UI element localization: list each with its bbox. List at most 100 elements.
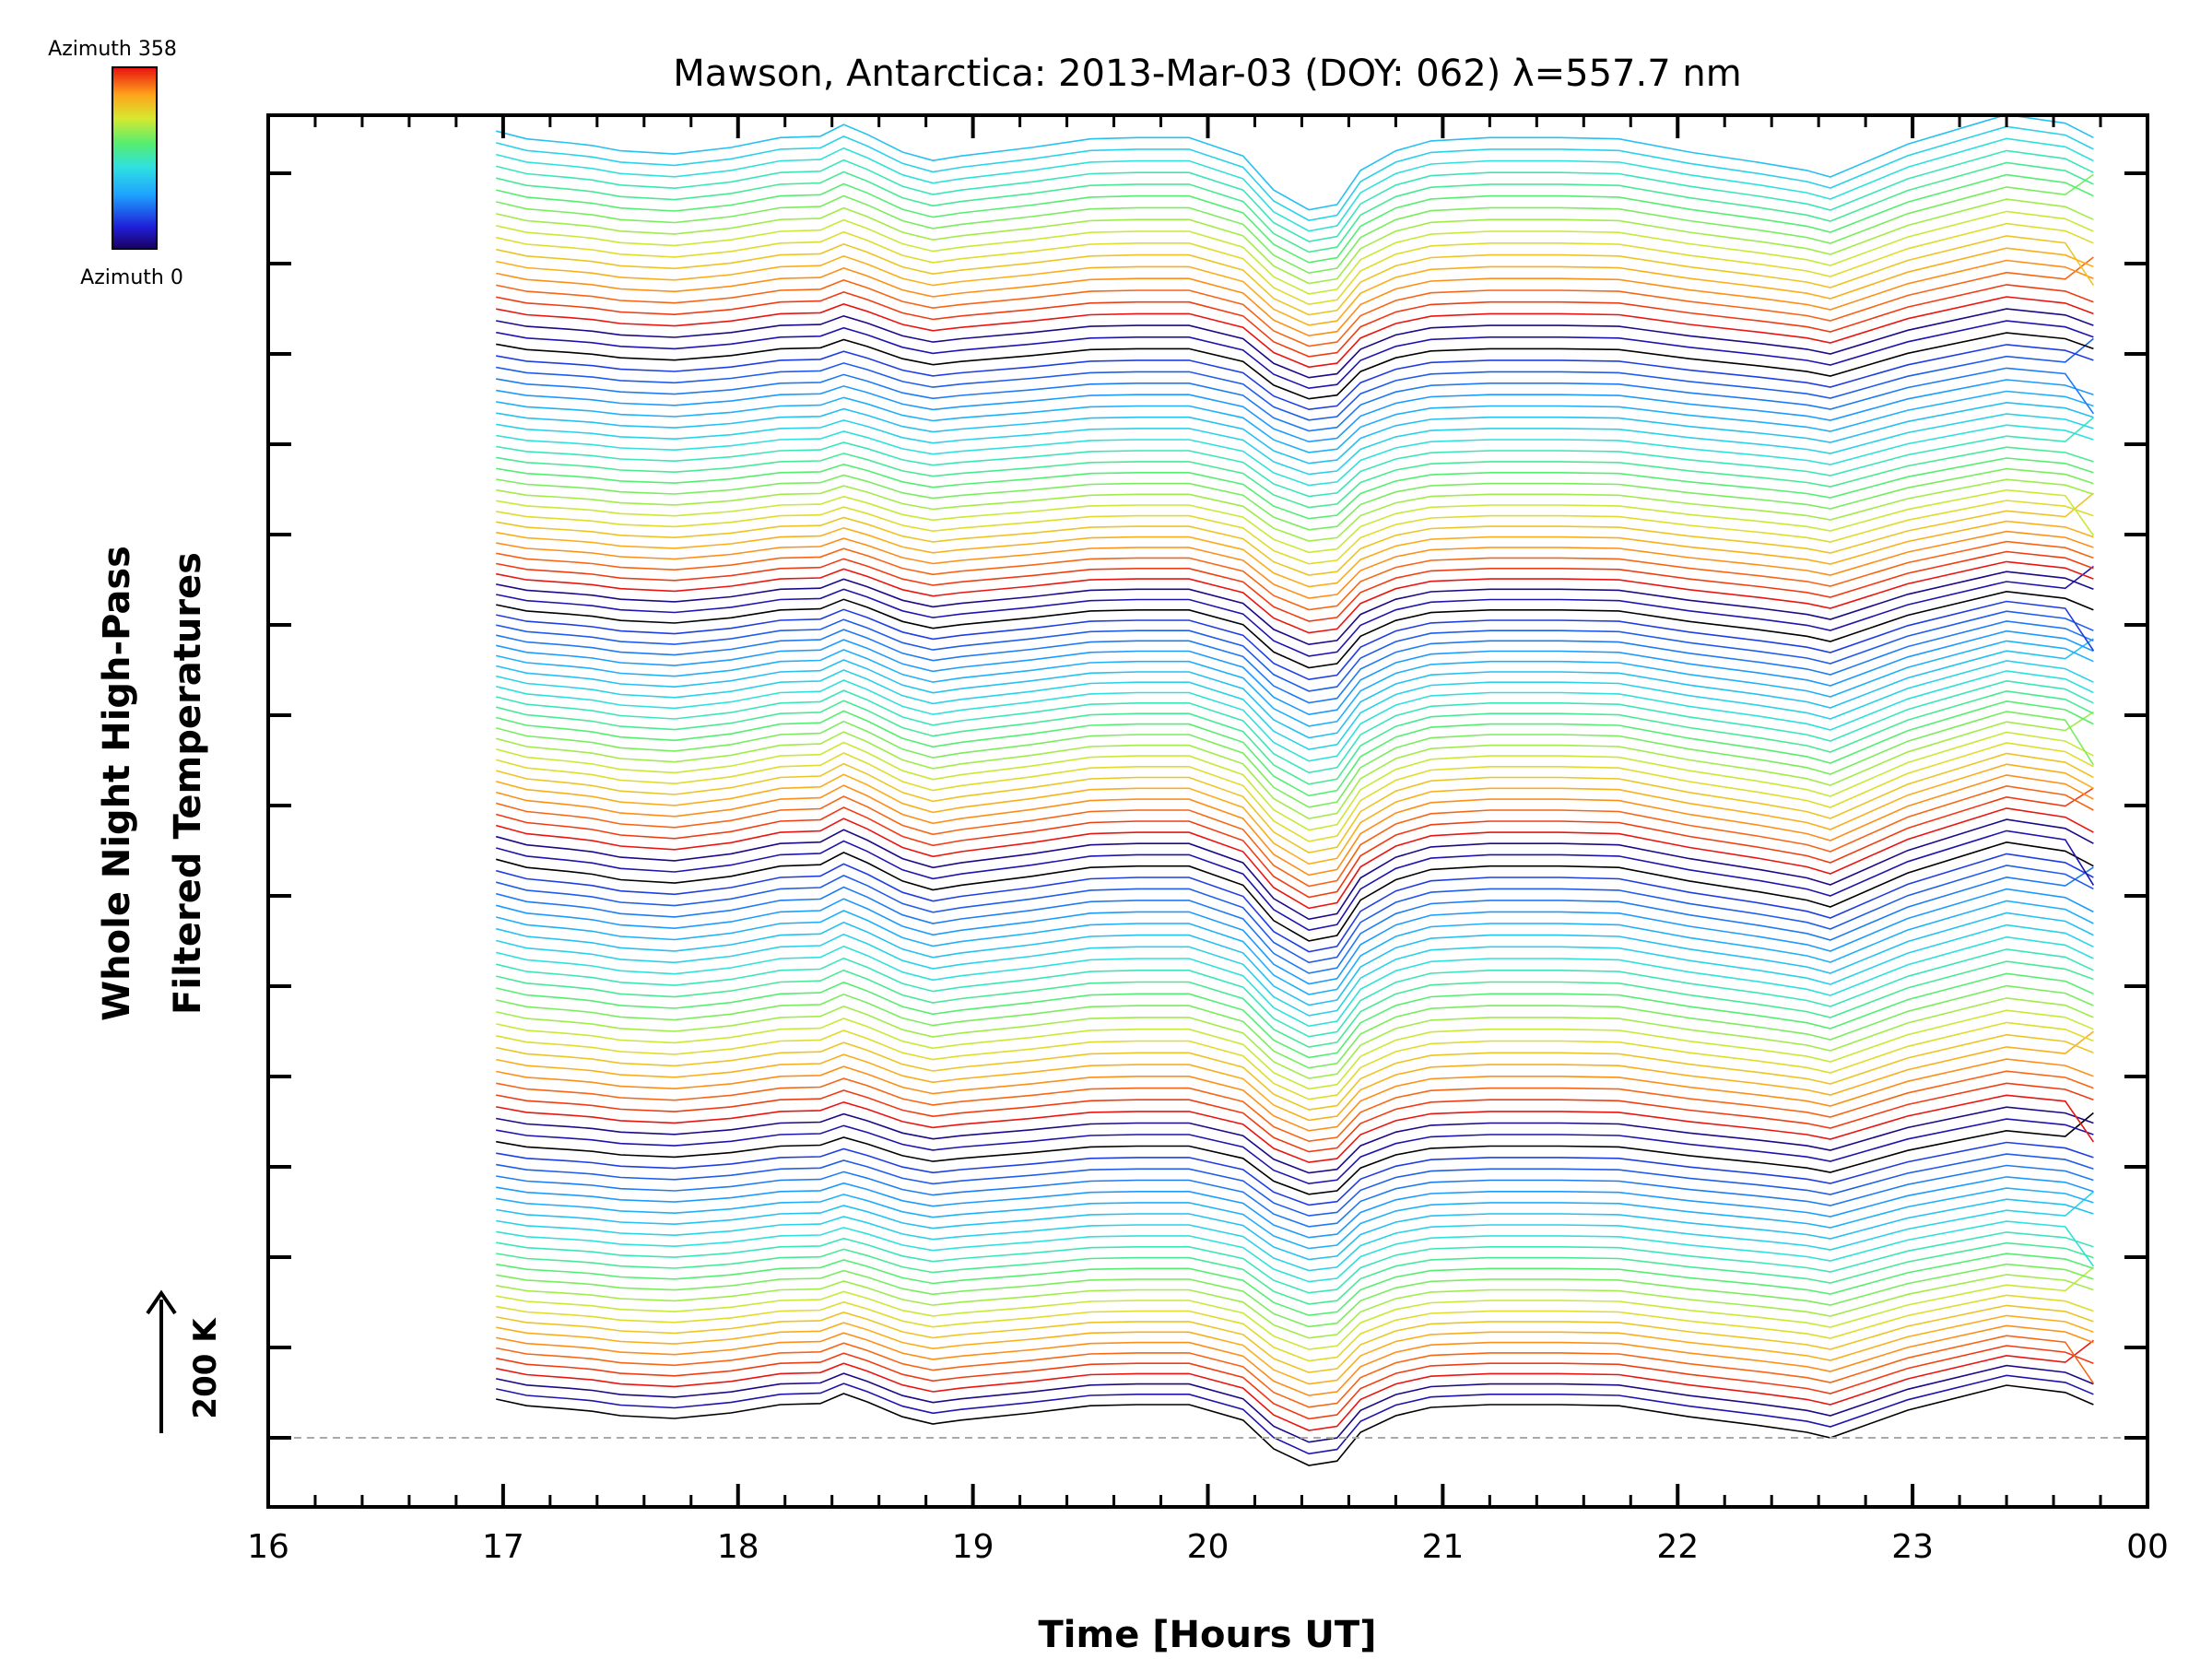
trace-line [496,210,2094,295]
trace-line [495,865,2094,964]
trace-line [496,960,2094,1048]
trace-line [496,401,2094,465]
trace-line [496,1253,2094,1316]
trace-line [496,467,2094,531]
trace-line [496,1141,2094,1206]
trace-line [496,1058,2094,1132]
trace-line [496,367,2095,432]
trace-line [495,818,2094,921]
trace-line [496,222,2094,306]
x-tick-label: 23 [1891,1528,1934,1566]
trace-line [496,1304,2094,1373]
trace-line [496,320,2094,390]
trace-line [496,457,2094,520]
trace-line [496,379,2094,443]
trace-line [496,679,2094,774]
trace-line [496,1112,2094,1195]
trace-line [496,1070,2094,1143]
trace-line [495,742,2094,842]
trace-line [495,731,2094,831]
trace-line [496,1324,2094,1396]
trace-line [495,711,2095,808]
trace-line [496,115,2094,211]
colorbar-bottom-label: Azimuth 0 [80,266,183,289]
trace-line [496,1241,2094,1305]
trace-line [496,1345,2094,1420]
trace-line [496,660,2094,750]
trace-line [495,763,2094,865]
trace-line [496,1384,2094,1466]
trace-line [496,620,2094,704]
trace-line [495,866,2094,974]
trace-line [496,173,2094,264]
trace-line [496,590,2094,669]
colorbar-gradient [112,66,158,250]
trace-line [496,1263,2094,1328]
trace-line [496,1220,2095,1283]
trace-line [496,600,2095,681]
trace-line [496,488,2095,554]
trace-line [496,492,2094,576]
trace-line [496,235,2095,316]
trace-line [496,1191,2094,1272]
trace-line [496,640,2094,727]
x-tick-label: 16 [247,1528,289,1566]
x-tick-label: 21 [1421,1528,1464,1566]
trace-line [496,337,2094,421]
trace-line [496,1094,2095,1163]
trace-line [496,256,2094,347]
x-tick-label: 19 [952,1528,994,1566]
trace-line [496,629,2094,716]
trace-line [496,413,2094,476]
trace-line [495,853,2094,953]
trace-line [496,1187,2094,1250]
trace-line [496,540,2094,611]
trace-line [496,390,2094,453]
scale-bar-label: 200 K [187,1317,224,1419]
trace-line [496,700,2094,797]
x-tick-label: 20 [1187,1528,1230,1566]
trace-line [496,997,2094,1079]
trace-line [496,1021,2094,1100]
trace-line [496,1266,2094,1350]
trace-line [496,173,2094,275]
trace-line [496,125,2094,221]
trace-line [496,259,2094,337]
trace-line [495,752,2094,853]
x-tick-label: 00 [2126,1528,2169,1566]
trace-series [495,115,2095,1466]
trace-line [496,1033,2094,1111]
trace-line [496,1335,2095,1408]
trace-line [496,1030,2094,1122]
trace-line [496,1082,2094,1153]
trace-line [496,296,2094,369]
axes [266,113,2149,1509]
trace-line [496,1274,2094,1339]
trace-line [496,308,2094,379]
trace-line [496,520,2094,588]
trace-line [496,149,2094,242]
scale-bar: 200 K [146,1289,224,1433]
x-tick-label: 17 [482,1528,524,1566]
trace-line [496,1294,2094,1362]
trace-line [496,912,2094,1006]
x-tick-label: 18 [717,1528,759,1566]
trace-line [495,784,2094,888]
trace-line [495,787,2094,899]
trace-line [496,1176,2094,1239]
trace-line [496,198,2094,285]
trace-line [496,550,2094,622]
trace-line [496,689,2094,785]
trace-line [496,500,2094,565]
trace-line [496,1106,2094,1174]
trace-line [496,137,2094,232]
trace-line [496,948,2094,1038]
trace-line [496,1374,2094,1455]
trace-line [496,935,2094,1028]
trace-line [496,446,2094,509]
trace-line [495,807,2094,910]
trace-line [496,1198,2094,1261]
trace-line [496,670,2094,762]
trace-line [496,924,2094,1017]
